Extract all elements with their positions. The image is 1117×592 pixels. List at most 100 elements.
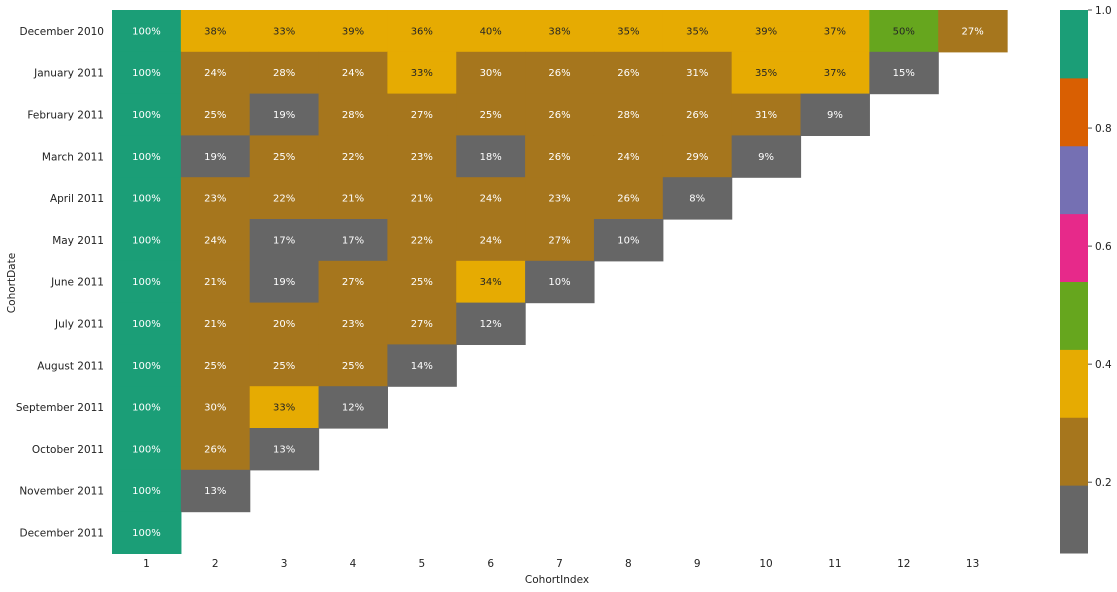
heatmap-cell (249, 260, 320, 304)
heatmap-cell (180, 219, 251, 262)
column-label: 2 (212, 558, 219, 570)
heatmap-cell (318, 93, 388, 136)
colorbar-segment (1060, 213, 1088, 283)
heatmap-cell (180, 302, 251, 345)
heatmap-cell (112, 51, 182, 95)
heatmap-cell (387, 344, 457, 387)
heatmap-cell (731, 93, 802, 136)
row-label: June 2011 (50, 277, 104, 289)
heatmap-cell (180, 469, 251, 513)
cell-value-label: 10% (617, 235, 639, 246)
heatmap-cell (249, 51, 320, 95)
cell-value-label: 27% (411, 319, 433, 330)
cell-value-label: 100% (132, 152, 161, 163)
cell-value-label: 22% (273, 194, 295, 205)
cell-value-label: 33% (411, 68, 433, 79)
heatmap-cell (249, 177, 320, 220)
cell-value-label: 24% (480, 235, 502, 246)
column-label: 11 (828, 558, 841, 570)
heatmap-cell (387, 302, 457, 345)
heatmap-cell (662, 93, 733, 136)
cell-value-label: 100% (132, 361, 161, 372)
heatmap-cell (180, 177, 251, 220)
column-label: 12 (897, 558, 910, 570)
heatmap-cell (112, 386, 182, 429)
cell-value-label: 13% (273, 444, 295, 455)
heatmap-cell (869, 51, 939, 95)
colorbar-segment (1060, 145, 1088, 215)
cell-value-label: 38% (204, 26, 226, 37)
cell-value-label: 26% (548, 68, 570, 79)
column-label: 3 (281, 558, 288, 570)
cell-value-label: 24% (204, 68, 226, 79)
heatmap-cell (525, 10, 595, 53)
cell-value-label: 100% (132, 486, 161, 497)
cell-value-label: 39% (342, 26, 364, 37)
heatmap-cell (318, 51, 388, 95)
heatmap-cell (112, 10, 182, 53)
cell-value-label: 28% (342, 110, 364, 121)
row-labels: December 2010 January 2011 February 2011 Ma… (16, 26, 104, 540)
cell-value-label: 37% (824, 26, 846, 37)
cell-value-label: 25% (204, 110, 226, 121)
cell-value-label: 31% (755, 110, 777, 121)
row-label: November 2011 (19, 486, 104, 498)
cell-value-label: 100% (132, 235, 161, 246)
cell-value-label: 9% (827, 110, 843, 121)
row-label: March 2011 (42, 151, 104, 163)
cell-value-label: 12% (342, 403, 364, 414)
cell-value-label: 100% (132, 68, 161, 79)
heatmap-cell (180, 135, 251, 178)
y-axis-title: CohortDate (6, 253, 18, 313)
cell-value-label: 19% (204, 152, 226, 163)
cell-value-label: 33% (273, 26, 295, 37)
cell-value-label: 23% (342, 319, 364, 330)
cell-value-label: 34% (480, 277, 502, 288)
heatmap-cell (593, 135, 664, 178)
heatmap-cell (456, 135, 526, 178)
heatmap-cell (800, 93, 870, 136)
heatmap-cell (387, 51, 457, 95)
heatmap-cell (387, 135, 457, 178)
row-label: August 2011 (37, 360, 104, 372)
heatmap-cell (249, 135, 320, 178)
row-label: July 2011 (54, 319, 104, 331)
cell-value-label: 26% (204, 444, 226, 455)
heatmap-cell (112, 511, 182, 554)
colorbar-segment (1060, 10, 1088, 79)
heatmap-cell (456, 302, 526, 345)
heatmap-cell (938, 10, 1008, 53)
cell-value-label: 26% (548, 110, 570, 121)
cell-value-label: 10% (548, 277, 570, 288)
cell-value-label: 21% (342, 194, 364, 205)
heatmap-cell (249, 219, 320, 262)
cell-value-label: 24% (617, 152, 639, 163)
heatmap-cell (525, 177, 595, 220)
heatmap-cell (387, 93, 457, 136)
heatmap-cell (456, 177, 526, 220)
heatmap-cell (318, 135, 388, 178)
column-label: 7 (556, 558, 563, 570)
heatmap-cell (249, 428, 320, 471)
cell-value-label: 22% (342, 152, 364, 163)
cell-value-label: 100% (132, 528, 161, 539)
row-label: December 2010 (19, 26, 104, 38)
heatmap-cell (180, 10, 251, 53)
cell-value-label: 25% (204, 361, 226, 372)
cell-value-label: 21% (411, 194, 433, 205)
heatmap-cell (112, 469, 182, 513)
heatmap-cell (318, 177, 388, 220)
heatmap-cell (662, 177, 733, 220)
colorbar-tick-label: 1.0 (1095, 5, 1112, 17)
cell-value-label: 26% (617, 194, 639, 205)
cell-value-label: 23% (204, 194, 226, 205)
cell-value-label: 27% (548, 235, 570, 246)
column-label: 8 (625, 558, 632, 570)
cell-value-label: 27% (962, 26, 984, 37)
cell-value-label: 23% (411, 152, 433, 163)
cell-value-label: 17% (273, 235, 295, 246)
cell-value-label: 35% (755, 68, 777, 79)
row-label: April 2011 (50, 193, 104, 205)
x-axis-title: CohortIndex (525, 574, 589, 586)
